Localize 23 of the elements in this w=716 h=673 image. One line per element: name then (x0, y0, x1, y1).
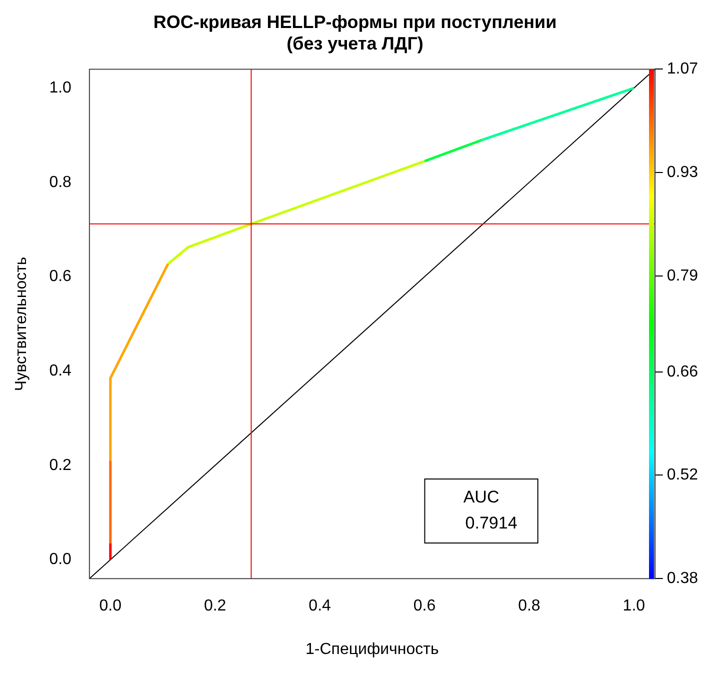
y2-tick-label: 0.93 (666, 164, 698, 181)
y2-tick-label: 0.79 (666, 267, 698, 284)
x-tick-label: 0.6 (413, 598, 436, 615)
y-tick-label: 0.8 (49, 174, 72, 191)
y-tick-label: 1.0 (49, 79, 72, 96)
y-tick-label: 0.0 (49, 551, 72, 568)
y2-tick-label: 1.07 (666, 60, 698, 78)
y-tick-label: 0.6 (49, 268, 72, 286)
x-axis-title: 1-Специфичность (306, 640, 439, 658)
x-tick-label: 0.8 (518, 598, 540, 615)
y-axis-title: Чувствительность (13, 256, 30, 392)
y2-tick-label: 0.52 (666, 466, 698, 484)
y-tick-label: 0.4 (49, 362, 72, 380)
y2-tick-label: 0.66 (666, 363, 698, 380)
x-tick-label: 1.0 (622, 598, 646, 615)
x-tick-label: 0.0 (99, 598, 122, 615)
y-tick-label: 0.2 (49, 456, 72, 474)
y2-tick-label: 0.38 (666, 570, 698, 588)
annotation: 0.7914 (465, 514, 518, 533)
chart-title: ROC-кривая HELLP-формы при поступлении (без учета ЛДГ) (153, 12, 557, 54)
x-tick-label: 0.4 (308, 598, 332, 615)
x-tick-label: 0.2 (204, 598, 226, 615)
annotation: AUC (463, 488, 500, 507)
